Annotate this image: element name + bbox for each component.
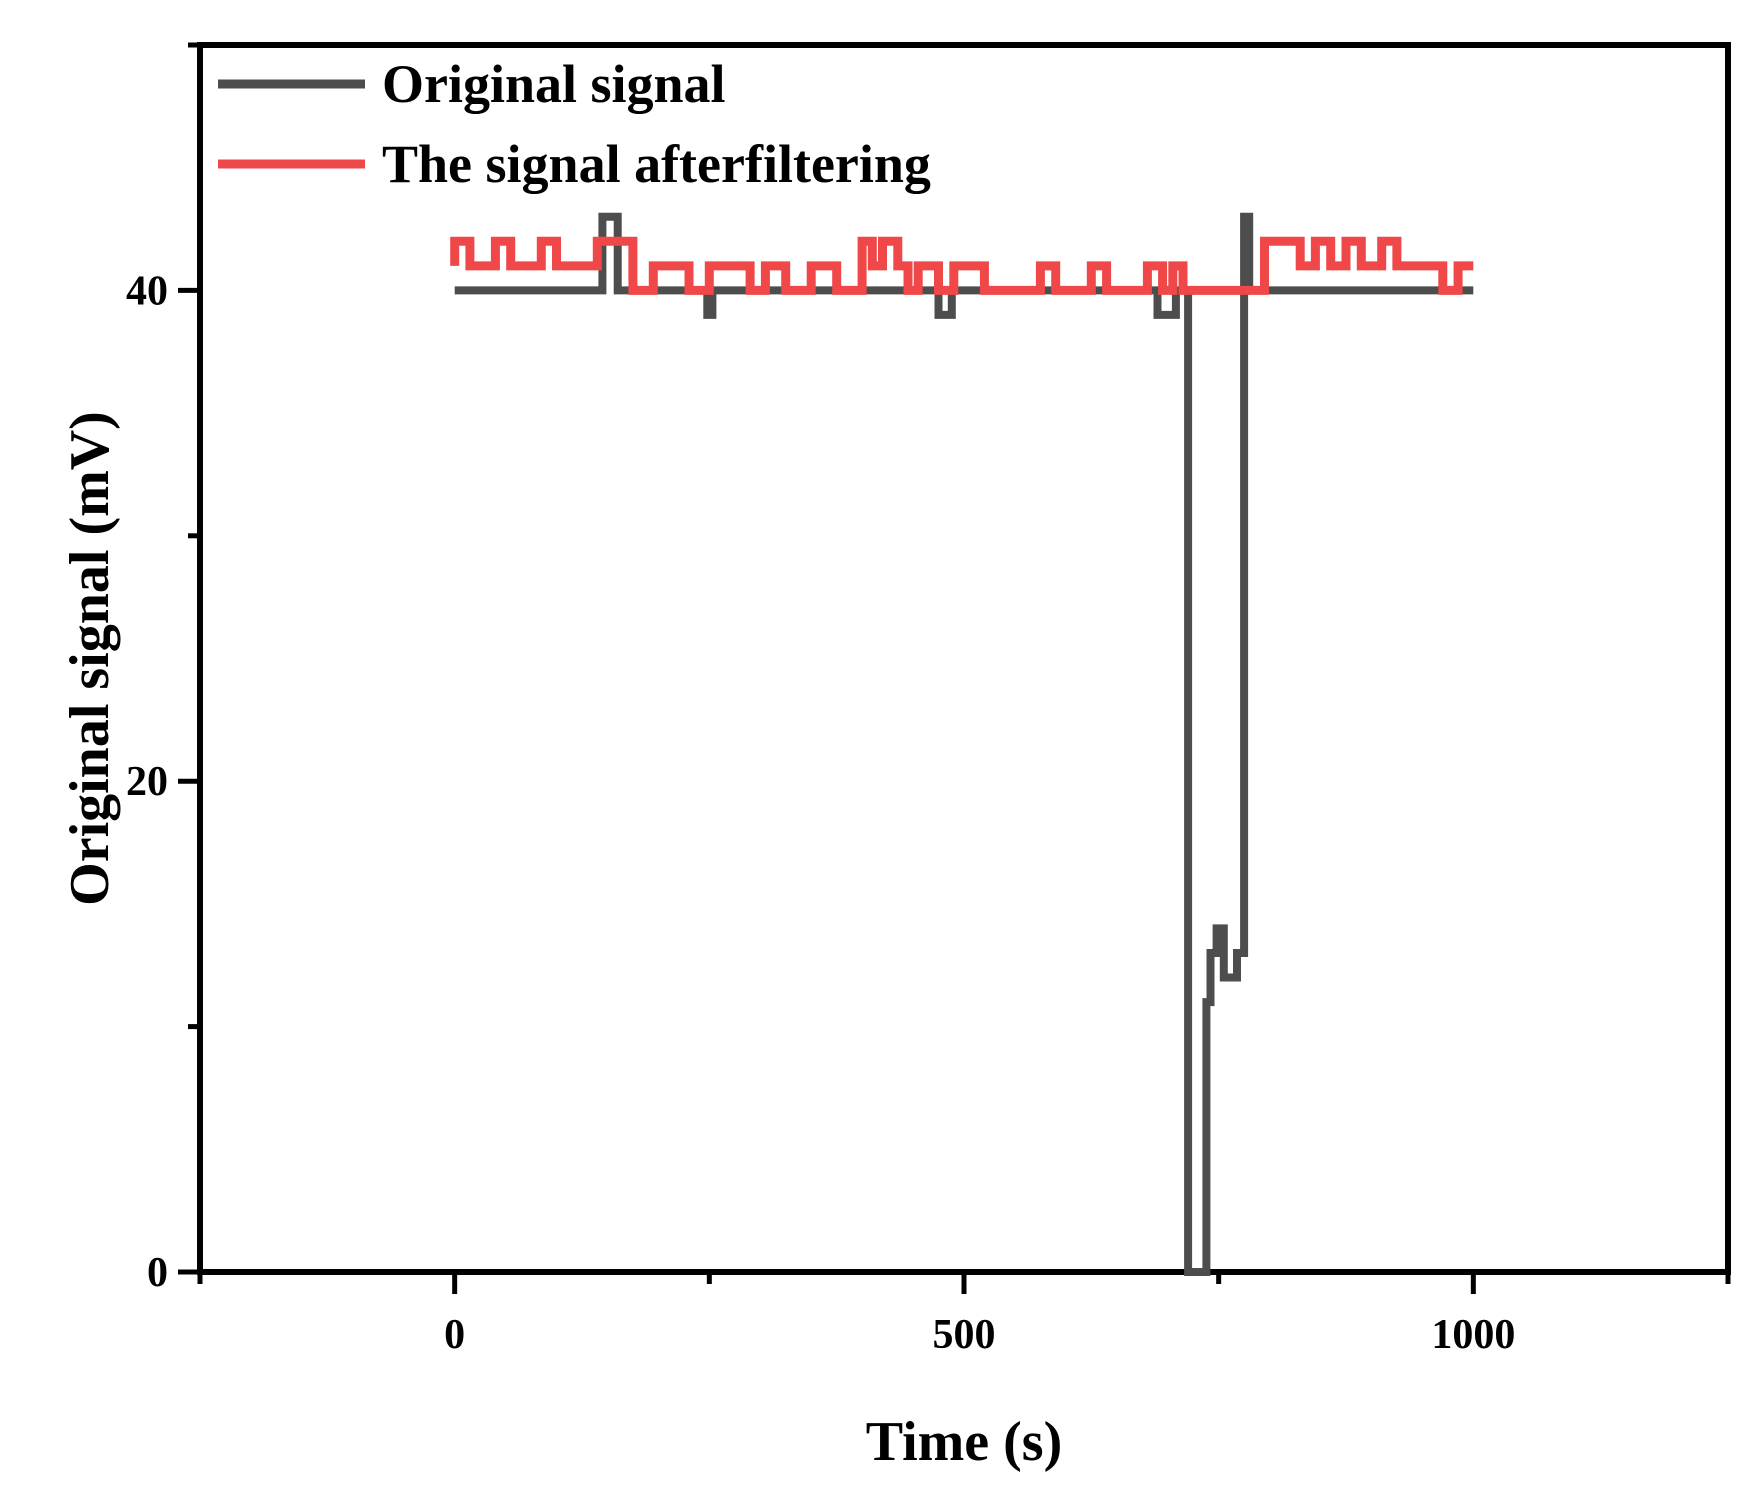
y-axis-title: Original signal (mV) — [59, 411, 121, 906]
legend-label-filtered-signal: The signal afterfiltering — [382, 134, 931, 194]
x-tick-label: 1000 — [1431, 1312, 1515, 1358]
y-tick-label: 0 — [147, 1250, 168, 1296]
series-layer — [450, 212, 1474, 1276]
legend-label-original-signal: Original signal — [382, 54, 726, 114]
plot-frame — [197, 42, 1731, 1275]
y-tick-label: 20 — [126, 759, 168, 805]
x-tick-labels: 0 500 1000 — [444, 1312, 1515, 1358]
x-tick-label: 0 — [444, 1312, 465, 1358]
x-tick-label: 500 — [933, 1312, 996, 1358]
axis-ticks — [178, 42, 1731, 1294]
series-line-0 — [454, 212, 1474, 1276]
series-line-1 — [450, 236, 1474, 295]
plot-border — [197, 42, 1731, 1275]
y-tick-label: 40 — [126, 268, 168, 314]
y-tick-labels: 0 20 40 — [126, 268, 168, 1296]
legend: Original signal The signal afterfilterin… — [218, 54, 931, 194]
x-axis-title: Time (s) — [866, 1411, 1063, 1473]
